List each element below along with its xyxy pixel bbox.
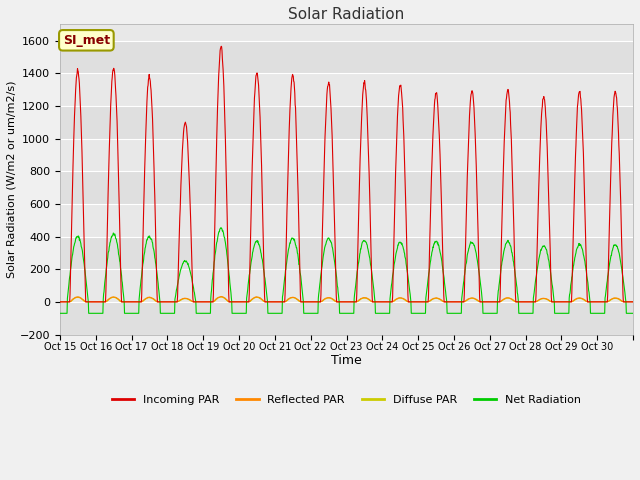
Incoming PAR <box>218 43 225 49</box>
Text: SI_met: SI_met <box>63 34 110 47</box>
Line: Incoming PAR: Incoming PAR <box>60 46 633 302</box>
Reflected PAR <box>146 294 154 300</box>
Incoming PAR <box>56 299 64 305</box>
Legend: Incoming PAR, Reflected PAR, Diffuse PAR, Net Radiation: Incoming PAR, Reflected PAR, Diffuse PAR… <box>108 391 585 409</box>
Incoming PAR <box>629 299 637 305</box>
Bar <box>60 302 633 335</box>
Bar <box>60 106 633 139</box>
Diffuse PAR <box>217 294 225 300</box>
Incoming PAR <box>321 133 329 139</box>
Reflected PAR <box>56 299 64 305</box>
Incoming PAR <box>482 299 490 305</box>
Reflected PAR <box>566 299 574 305</box>
Line: Net Radiation: Net Radiation <box>60 228 633 313</box>
Incoming PAR <box>332 275 340 281</box>
Incoming PAR <box>146 75 154 81</box>
Reflected PAR <box>321 296 329 301</box>
Net Radiation <box>332 268 340 274</box>
Incoming PAR <box>566 299 574 305</box>
Net Radiation <box>217 225 225 230</box>
Reflected PAR <box>482 299 490 305</box>
Net Radiation <box>146 233 154 239</box>
Line: Reflected PAR: Reflected PAR <box>60 297 633 302</box>
Title: Solar Radiation: Solar Radiation <box>289 7 404 22</box>
Net Radiation <box>566 290 574 296</box>
Diffuse PAR <box>332 299 340 305</box>
Net Radiation <box>629 311 637 316</box>
Bar <box>60 171 633 204</box>
Diffuse PAR <box>482 299 490 305</box>
Diffuse PAR <box>56 299 64 305</box>
Line: Diffuse PAR: Diffuse PAR <box>60 297 633 302</box>
Net Radiation <box>482 311 490 316</box>
X-axis label: Time: Time <box>331 354 362 367</box>
Net Radiation <box>321 243 329 249</box>
Incoming PAR <box>622 299 630 305</box>
Diffuse PAR <box>146 295 154 300</box>
Diffuse PAR <box>622 299 630 305</box>
Reflected PAR <box>622 299 630 305</box>
Diffuse PAR <box>629 299 637 305</box>
Reflected PAR <box>332 299 340 304</box>
Bar <box>60 237 633 269</box>
Diffuse PAR <box>321 296 329 302</box>
Y-axis label: Solar Radiation (W/m2 or um/m2/s): Solar Radiation (W/m2 or um/m2/s) <box>7 81 17 278</box>
Reflected PAR <box>218 294 225 300</box>
Diffuse PAR <box>566 299 574 305</box>
Bar <box>60 41 633 73</box>
Net Radiation <box>56 311 64 316</box>
Reflected PAR <box>629 299 637 305</box>
Net Radiation <box>622 299 630 305</box>
